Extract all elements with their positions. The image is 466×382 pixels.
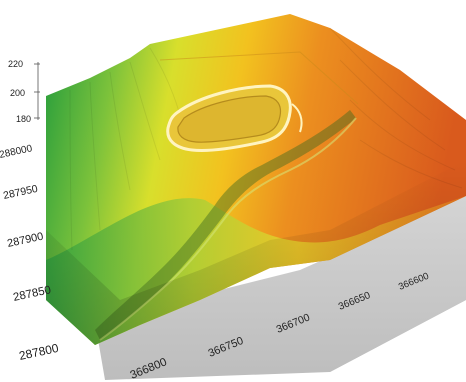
z-axis: 220 200 180 [8, 59, 40, 124]
base-side-front [95, 196, 466, 380]
z-tick-label: 200 [10, 88, 25, 98]
scarp-slope [95, 110, 356, 340]
plateau-boundary [159, 51, 359, 105]
surface-shading [46, 160, 466, 345]
terrain-texture [69, 27, 463, 251]
z-tick-label: 180 [16, 114, 31, 124]
y-tick-label: 288000 [0, 143, 34, 161]
earthwork-enclosure [166, 84, 303, 152]
y-tick-label: 287850 [12, 284, 52, 304]
y-tick-label: 287800 [18, 341, 60, 363]
y-tick-label: 287950 [2, 183, 39, 202]
y-tick-label: 287900 [6, 231, 44, 250]
z-tick-label: 220 [8, 59, 23, 69]
